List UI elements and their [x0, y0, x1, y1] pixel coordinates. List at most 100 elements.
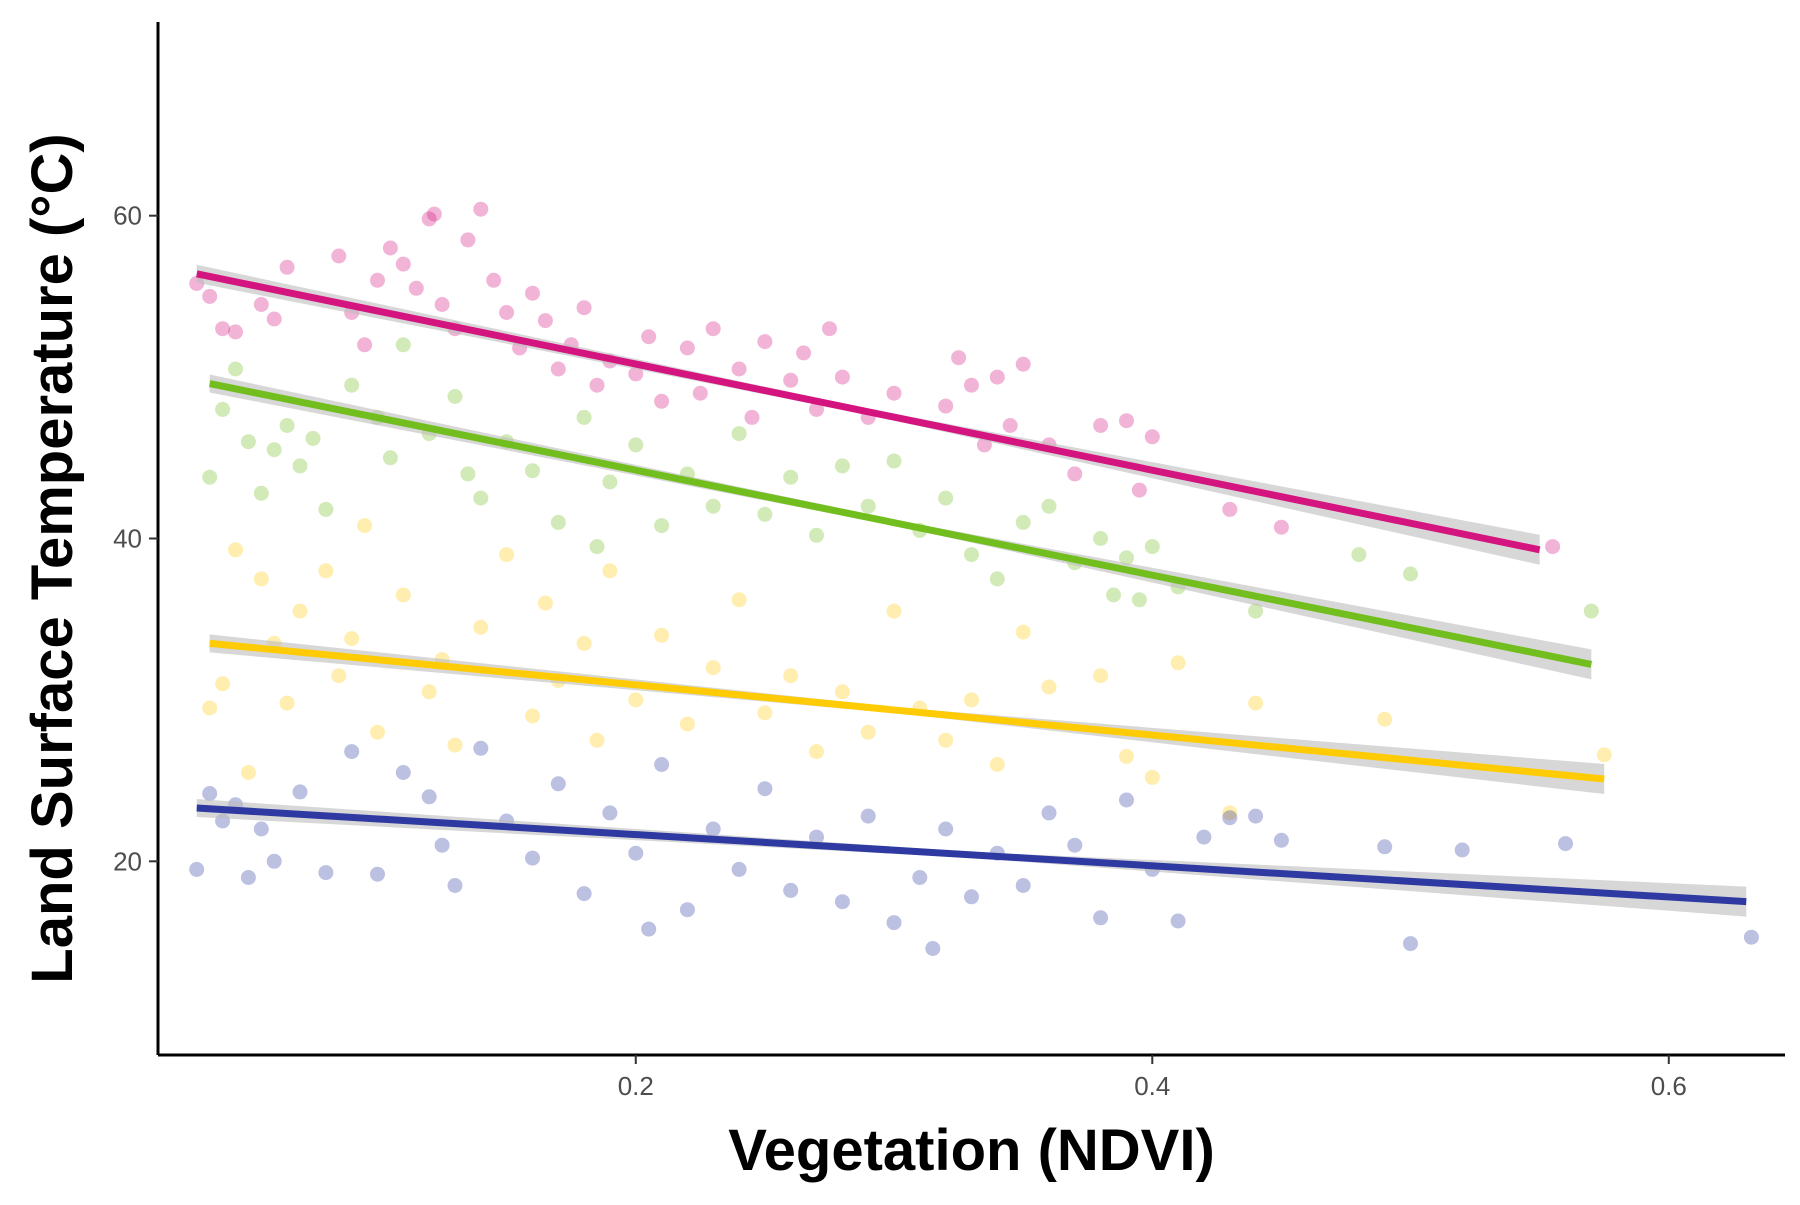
data-point [370, 866, 385, 882]
data-point [382, 450, 398, 466]
data-point [1454, 842, 1470, 858]
data-point [525, 285, 540, 301]
data-point [318, 563, 334, 579]
data-point [228, 542, 243, 558]
data-point [809, 744, 824, 760]
data-point [215, 401, 231, 417]
data-point [1041, 805, 1057, 821]
data-point [679, 902, 695, 918]
ticks: 0.2 0.4 0.6 20 40 60 [113, 201, 1687, 1101]
data-point [589, 377, 605, 393]
data-point [1093, 910, 1109, 926]
data-point [1131, 592, 1147, 608]
data-point [1273, 519, 1289, 535]
data-point [641, 921, 657, 937]
data-point [1743, 929, 1759, 945]
data-point [266, 442, 282, 458]
data-point [1558, 836, 1573, 852]
data-point [757, 506, 773, 522]
data-point [1015, 624, 1031, 640]
data-point [912, 870, 928, 885]
data-point [525, 850, 540, 866]
data-point [1015, 514, 1031, 530]
data-point [395, 587, 411, 603]
data-point [731, 361, 747, 377]
data-point [1119, 550, 1134, 566]
data-point [499, 305, 515, 320]
data-point [964, 547, 979, 563]
data-point [1041, 498, 1057, 514]
data-point [215, 676, 231, 692]
series-1-points [189, 201, 1561, 555]
data-point [1067, 466, 1083, 482]
data-point [692, 385, 708, 401]
data-point [473, 619, 489, 635]
data-point [1377, 839, 1393, 855]
data-point [834, 684, 850, 700]
data-point [757, 781, 773, 797]
data-point [834, 458, 850, 474]
data-point [279, 259, 295, 275]
data-point [1596, 747, 1612, 763]
data-point [989, 571, 1005, 587]
data-point [318, 865, 334, 881]
data-point [240, 870, 256, 885]
data-point [796, 345, 812, 361]
data-point [550, 514, 566, 530]
data-point [228, 361, 243, 377]
data-point [705, 821, 721, 837]
data-point [537, 595, 553, 611]
data-point [705, 321, 721, 337]
data-point [964, 889, 979, 905]
data-point [860, 724, 876, 740]
data-point [1119, 413, 1134, 429]
data-point [731, 426, 747, 442]
data-point [266, 311, 282, 327]
data-point [525, 463, 540, 479]
series-2-points [202, 337, 1599, 619]
data-point [253, 485, 269, 501]
data-point [705, 660, 721, 676]
data-point [705, 498, 721, 514]
data-point [989, 369, 1005, 385]
data-point [1377, 711, 1393, 727]
data-point [1583, 603, 1599, 619]
data-point [331, 668, 347, 684]
data-point [395, 337, 411, 353]
data-point [628, 437, 644, 453]
data-point [550, 361, 566, 377]
data-point [731, 861, 747, 877]
data-point [1015, 878, 1031, 893]
data-point [938, 490, 954, 506]
data-point [1119, 748, 1134, 764]
x-tick-label: 0.6 [1651, 1071, 1687, 1101]
data-point [292, 784, 308, 800]
data-point [1248, 808, 1264, 824]
data-point [292, 458, 308, 474]
data-point [654, 627, 670, 643]
data-point [434, 837, 450, 853]
data-point [382, 240, 398, 256]
data-point [240, 434, 256, 450]
data-point [589, 539, 605, 555]
x-tick-label: 0.4 [1134, 1071, 1170, 1101]
data-point [357, 337, 373, 353]
data-point [1196, 829, 1212, 845]
x-tick-label: 0.2 [618, 1071, 654, 1101]
data-point [809, 527, 824, 543]
data-point [886, 915, 902, 931]
data-point [447, 737, 463, 753]
data-point [744, 409, 760, 425]
y-axis-title: Land Surface Temperature (°C) [20, 133, 85, 983]
data-point [679, 340, 695, 356]
data-point [395, 256, 411, 272]
data-point [1170, 655, 1186, 671]
data-point [447, 878, 463, 893]
data-point [834, 894, 850, 910]
data-point [576, 409, 592, 425]
data-point [499, 547, 515, 563]
data-point [421, 211, 437, 227]
data-point [357, 518, 373, 534]
y-tick-label: 60 [113, 201, 142, 231]
